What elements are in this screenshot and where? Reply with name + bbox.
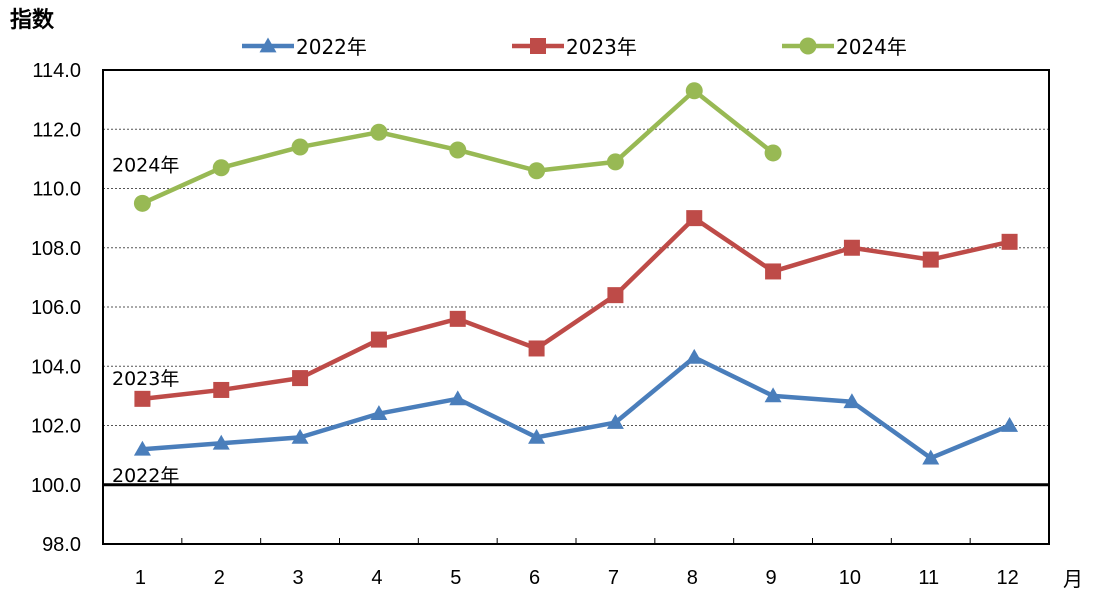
series-circle <box>133 82 782 212</box>
series-triangle <box>133 348 1019 465</box>
series-annotation: 2024年 <box>112 154 179 176</box>
x-tick-label: 4 <box>371 567 382 589</box>
y-tick-label: 104.0 <box>31 356 81 378</box>
x-tick-label: 10 <box>839 567 861 589</box>
y-tick-label: 102.0 <box>31 416 81 438</box>
data-point <box>764 144 782 162</box>
data-point <box>607 287 624 304</box>
x-tick-label: 8 <box>687 567 698 589</box>
x-tick-label: 5 <box>450 567 461 589</box>
data-point <box>134 390 151 407</box>
x-tick-label: 1 <box>135 567 146 589</box>
series-annotations: 2024年 2023年 2022年 <box>112 154 179 487</box>
data-point <box>764 387 782 403</box>
data-point <box>528 162 546 180</box>
data-point <box>765 263 782 280</box>
y-tick-label: 108.0 <box>31 238 81 260</box>
data-point <box>370 405 388 421</box>
data-point <box>212 159 230 177</box>
y-tick-label: 100.0 <box>31 475 81 497</box>
data-point <box>449 141 467 159</box>
series-annotation: 2022年 <box>112 465 179 487</box>
data-point <box>291 138 309 156</box>
x-tick-label: 9 <box>766 567 777 589</box>
data-point <box>528 340 545 357</box>
legend-marker <box>259 37 277 53</box>
x-tick-label: 7 <box>608 567 619 589</box>
y-tick-label: 114.0 <box>32 60 81 82</box>
data-point <box>922 449 940 465</box>
x-tick-label: 2 <box>214 567 225 589</box>
plot-frame <box>102 69 1050 545</box>
data-point <box>370 331 387 348</box>
data-point <box>133 194 151 212</box>
x-tick-label: 12 <box>996 567 1018 589</box>
data-point <box>449 390 467 406</box>
legend-marker <box>530 38 546 54</box>
data-point <box>1001 233 1018 250</box>
y-axis-title: 指数 <box>10 7 55 33</box>
data-point <box>843 393 861 409</box>
data-point <box>843 239 860 256</box>
data-point <box>133 440 151 456</box>
data-point <box>291 428 309 444</box>
data-point <box>606 414 624 429</box>
data-point <box>606 153 624 171</box>
x-axis-title: 月 <box>1063 569 1083 591</box>
legend-label: 2022年 <box>296 35 367 59</box>
data-point <box>213 381 230 398</box>
series-line <box>142 215 1011 402</box>
data-point <box>449 310 466 327</box>
data-point <box>685 82 703 100</box>
data-point <box>686 210 703 227</box>
legend-marker <box>799 37 817 55</box>
series-line <box>142 355 1011 461</box>
data-point <box>922 251 939 268</box>
y-tick-label: 106.0 <box>31 297 81 319</box>
y-axis-ticks: 98.0 100.0 102.0 104.0 106.0 108.0 110.0 112.0 1… <box>31 60 81 556</box>
x-tick-label: 6 <box>529 567 540 589</box>
data-point <box>212 434 230 450</box>
legend-label: 2024年 <box>836 35 907 59</box>
data-point <box>292 370 309 387</box>
gridlines <box>103 128 1049 487</box>
x-tick-label: 11 <box>918 567 939 589</box>
series-lines <box>133 82 1019 465</box>
y-tick-label: 98.0 <box>42 534 81 556</box>
legend: 2022年 2023年 2024年 <box>242 35 907 59</box>
data-point <box>528 428 546 444</box>
x-tick-label: 3 <box>293 567 304 589</box>
data-point <box>1001 417 1019 432</box>
series-square <box>134 210 1018 407</box>
x-axis-ticks: 1 2 3 4 5 6 7 8 9 10 11 12 <box>135 538 1019 589</box>
data-point <box>685 348 703 364</box>
data-point <box>370 123 388 141</box>
series-annotation: 2023年 <box>112 368 179 390</box>
legend-label: 2023年 <box>566 35 637 59</box>
y-tick-label: 110.0 <box>32 179 81 201</box>
y-tick-label: 112.0 <box>32 119 81 141</box>
